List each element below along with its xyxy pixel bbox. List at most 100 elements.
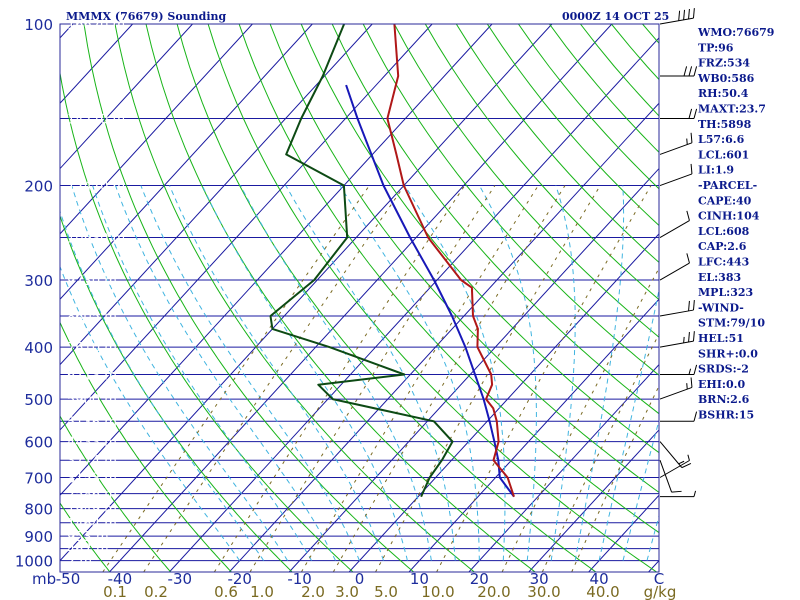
mixing-ratio-tick-label: 0.2: [144, 583, 168, 600]
moist-adiabat-line: [598, 287, 659, 561]
isotherm-line: [60, 24, 253, 235]
sounding-index: BRN:2.6: [698, 393, 750, 406]
temperature-tick-label: 10: [410, 570, 429, 588]
sounding-index: RH:50.4: [698, 87, 749, 100]
wind-barb: [659, 253, 690, 281]
height-label: 12470 m: [67, 180, 125, 195]
temperature-line: [386, 24, 515, 498]
wind-barb: [659, 132, 693, 155]
dry-adiabat-line: [60, 321, 232, 572]
isotherm-line: [528, 429, 659, 572]
moist-adiabat-line: [169, 185, 384, 561]
wind-barb: [660, 490, 697, 498]
wind-barb: [660, 66, 698, 77]
temperature-tick-label: 20: [470, 570, 489, 588]
dry-adiabat-line: [269, 24, 659, 493]
height-label: 3153 m: [67, 472, 117, 487]
pressure-tick-label: 200: [24, 178, 53, 196]
sounding-index: SRDS:-2: [698, 363, 749, 376]
moist-adiabat-line: [115, 185, 336, 561]
dry-adiabat-line: [114, 24, 475, 572]
mixing-ratio-line: [300, 185, 539, 572]
moist-adiabat-line: [201, 185, 408, 561]
height-label: 5136 m: [67, 415, 117, 430]
mixing-ratio-tick-label: 40.0: [586, 583, 619, 600]
height-label: 8605 m: [67, 310, 117, 325]
pressure-tick-label: 500: [24, 391, 53, 409]
height-label: 1464 m: [67, 517, 117, 532]
sounding-index: BSHR:15: [698, 409, 754, 422]
wind-barb: [660, 108, 698, 119]
dry-adiabat-line: [176, 24, 597, 572]
pressure-tick-label: 100: [24, 16, 53, 34]
mixing-ratio-tick-label: 0.6: [214, 583, 238, 600]
dry-adiabat-line: [83, 24, 415, 572]
height-label: 1949 m: [67, 503, 117, 518]
mixing-ratio-line: [143, 185, 405, 572]
isotherm-line: [60, 24, 493, 497]
moist-adiabat-line: [478, 185, 537, 561]
sounding-index: WMO:76679: [697, 26, 774, 39]
mixing-ratio-tick-label: 1.0: [250, 583, 274, 600]
sounding-index: CAP:2.6: [698, 240, 747, 253]
height-label: 4433 m: [67, 436, 117, 451]
moist-adiabat-line: [140, 185, 360, 561]
moist-adiabat-line: [60, 265, 241, 561]
sounding-index: EHI:0.0: [698, 378, 745, 391]
mixing-ratio-tick-label: 30.0: [527, 583, 560, 600]
wind-barb: [659, 331, 695, 348]
sounding-index: L57:6.6: [698, 133, 745, 146]
wind-barb: [660, 411, 698, 422]
pressure-tick-label: 800: [24, 501, 53, 519]
sounding-index: -PARCEL-: [698, 179, 757, 192]
mixing-ratio-line: [436, 185, 652, 572]
height-label: 953 m: [67, 530, 109, 545]
sounding-index: STM:79/10: [698, 317, 765, 330]
isotherm-line: [468, 363, 659, 572]
sounding-index: LCL:608: [698, 225, 750, 238]
wind-barb: [659, 377, 693, 400]
height-label: 2 m: [67, 555, 92, 570]
sounding-index: TH:5898: [698, 118, 752, 131]
height-label: 14270 m: [67, 112, 125, 127]
temperature-tick-label: 30: [530, 570, 549, 588]
dewpoint-line: [269, 24, 454, 498]
height-label: 10930 m: [67, 232, 125, 247]
pressure-tick-label: 300: [24, 272, 53, 290]
temperature-tick-label: C: [654, 570, 664, 588]
dry-adiabat-line: [0, 24, 49, 572]
mixing-ratio-tick-label: 2.0: [301, 583, 325, 600]
moist-adiabat-line: [285, 185, 456, 561]
dry-adiabat-line: [60, 415, 172, 572]
moist-adiabat-line: [60, 209, 265, 561]
isotherm-line: [288, 167, 659, 572]
height-label: 6713 m: [67, 369, 117, 384]
pressure-tick-label: 900: [24, 528, 53, 546]
moist-adiabat-line: [339, 185, 480, 561]
wind-barb: [659, 300, 695, 317]
isotherm-line: [109, 24, 613, 572]
dry-adiabat-line: [60, 502, 111, 572]
mixing-ratio-tick-label: 3.0: [335, 583, 359, 600]
isotherm-line: [0, 24, 13, 572]
dry-adiabat-line: [238, 24, 659, 534]
plot-frame: [59, 23, 660, 573]
mixing-ratio-line: [375, 185, 601, 572]
temperature-tick-label: -10: [287, 570, 312, 588]
pressure-tick-label: 400: [24, 339, 53, 357]
moist-adiabat-line: [92, 185, 313, 561]
wind-barb: [660, 364, 698, 376]
dry-adiabat-line: [331, 24, 659, 415]
dry-adiabat-line: [424, 24, 659, 301]
wind-barb: [659, 210, 690, 238]
mixing-ratio-tick-label: 5.0: [374, 583, 398, 600]
parcel-line: [345, 84, 515, 498]
isotherm-line: [169, 37, 659, 572]
wind-barb: [659, 454, 690, 478]
isotherm-line: [60, 24, 313, 300]
mixing-ratio-tick-label: 10.0: [421, 583, 454, 600]
sounding-index: EL:383: [698, 271, 741, 284]
temperature-tick-label: 0: [355, 570, 365, 588]
isotherm-line: [408, 298, 659, 572]
dry-adiabat-line: [767, 24, 800, 572]
